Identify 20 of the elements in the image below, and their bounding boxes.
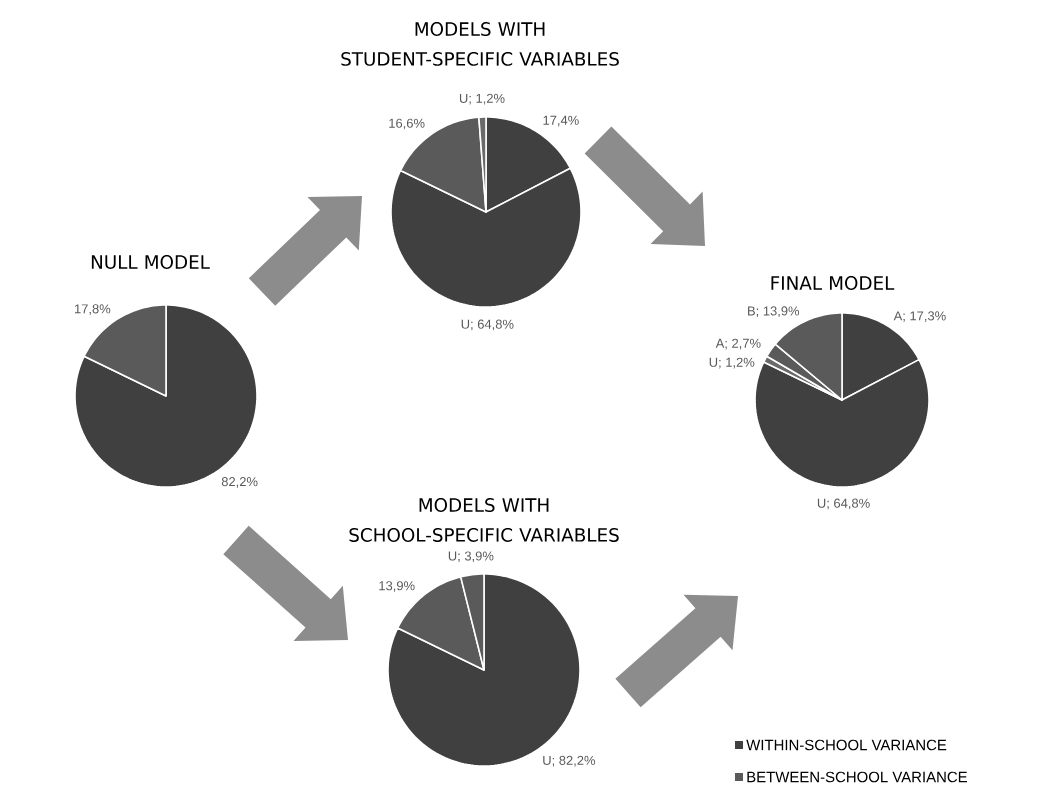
- chart-title: MODELS WITH STUDENT-SPECIFIC VARIABLES: [341, 22, 619, 66]
- chart-title: MODELS WITH SCHOOL-SPECIFIC VARIABLES: [349, 498, 619, 542]
- text: WITHIN-SCHOOL VARIANCE: [746, 739, 947, 751]
- data-label: U; 3,9%: [448, 551, 494, 563]
- chart-title: NULL MODEL: [91, 255, 210, 269]
- chart-title: FINAL MODEL: [771, 276, 895, 290]
- data-label: A; 17,3%: [893, 311, 946, 322]
- data-label: B; 13,9%: [748, 306, 800, 318]
- text: BETWEEN-SCHOOL VARIANCE: [747, 771, 967, 783]
- data-label: U; 82,2%: [543, 755, 596, 767]
- data-label: 16,6%: [389, 118, 425, 130]
- data-label: 13,9%: [379, 581, 415, 592]
- data-label: 17,4%: [543, 115, 579, 127]
- data-label: U; 1,2%: [709, 357, 755, 369]
- data-label: A; 2,7%: [715, 338, 761, 350]
- data-label: 17,8%: [74, 304, 111, 315]
- data-label: U; 64,8%: [461, 319, 514, 331]
- data-label: U; 1,2%: [459, 93, 505, 105]
- data-label: 82,2%: [221, 477, 258, 488]
- data-label: U; 64,8%: [817, 498, 870, 510]
